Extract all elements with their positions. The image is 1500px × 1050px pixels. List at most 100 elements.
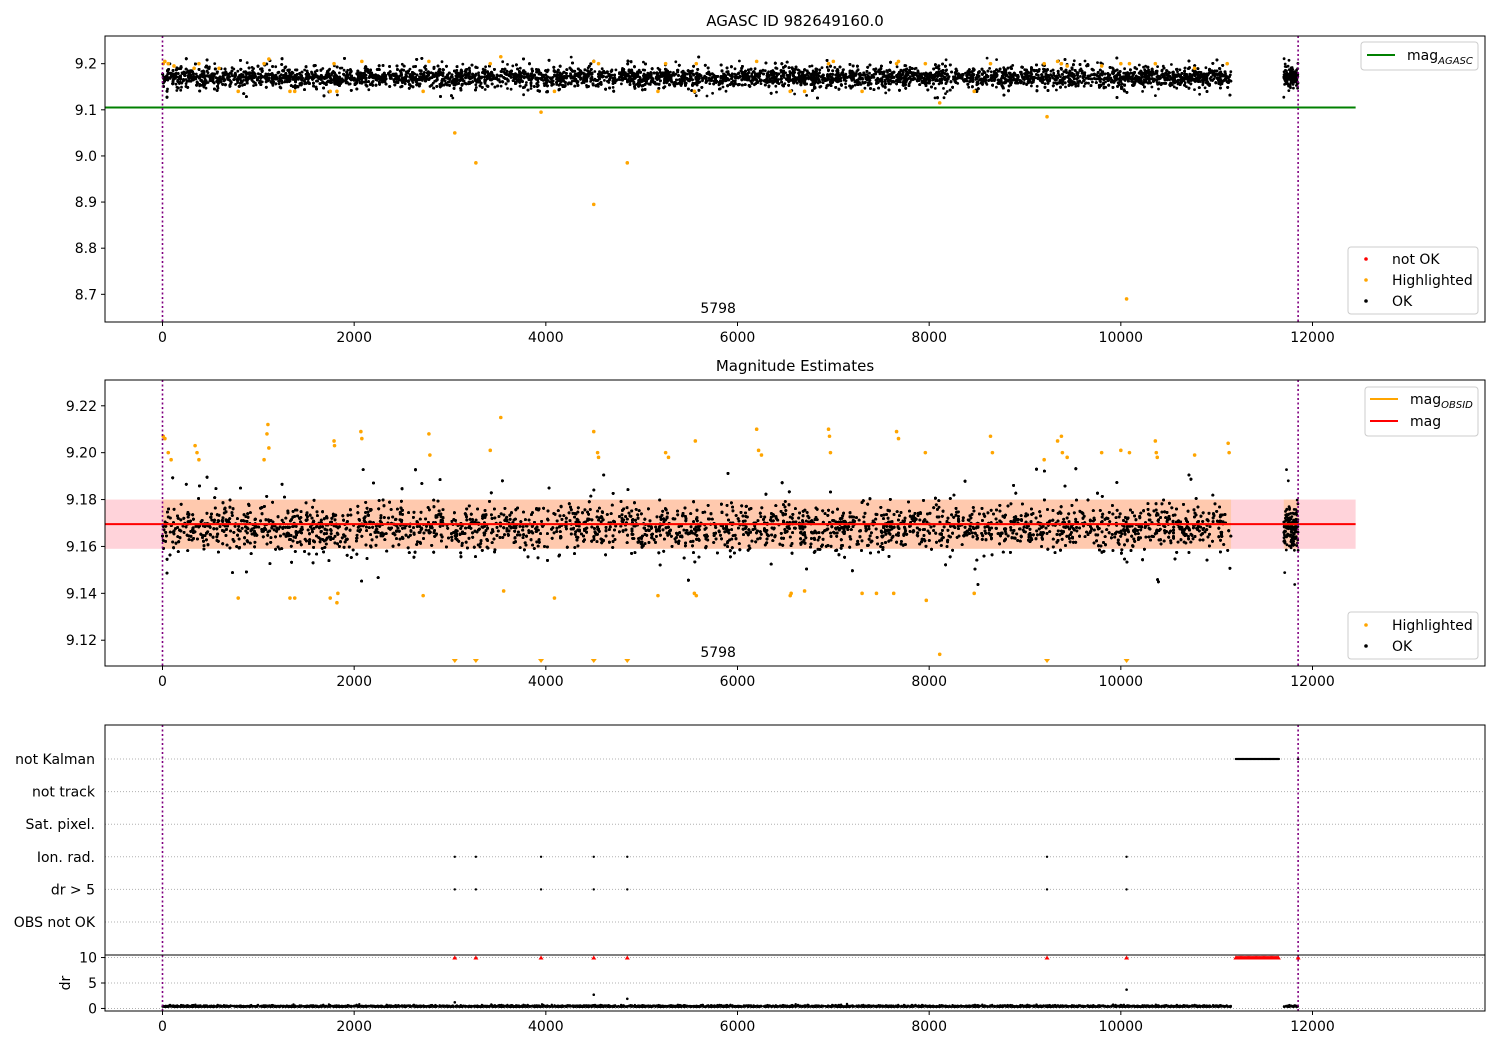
top-ok-point xyxy=(844,86,848,89)
top-ok-point xyxy=(1150,85,1154,89)
top-ok-point xyxy=(252,84,256,87)
top-ok-point xyxy=(600,67,604,71)
top-ok-point xyxy=(274,65,278,69)
top-ok-point xyxy=(868,71,871,75)
top-ok-point xyxy=(363,80,366,84)
top-ok-point xyxy=(529,87,533,90)
top-ok-point xyxy=(774,84,778,88)
top-ok-point xyxy=(1022,81,1026,84)
top-ok-point xyxy=(303,68,306,72)
top-ok-point xyxy=(461,62,465,66)
top-ok-point xyxy=(985,56,989,60)
top-ok-point xyxy=(620,82,623,86)
top-ok-point xyxy=(1111,66,1114,70)
top-ok-point xyxy=(844,82,847,86)
top-ok-point xyxy=(1087,81,1090,85)
top-ok-point xyxy=(440,60,444,64)
top-ok-point xyxy=(1176,70,1179,74)
top-ok-point xyxy=(179,88,183,92)
top-ok-point xyxy=(820,66,824,69)
top-ok-point xyxy=(569,72,572,76)
top-ok-point xyxy=(895,65,899,69)
top-ok-point xyxy=(411,81,415,84)
top-ok-point xyxy=(874,67,878,71)
top-ok-point xyxy=(842,68,845,71)
top-ok-point xyxy=(1091,80,1094,84)
top-ok-point xyxy=(1175,86,1179,90)
top-ok-point xyxy=(1089,77,1093,81)
top-ok-point xyxy=(403,82,407,86)
top-ok-point xyxy=(793,92,796,96)
top-ok-point xyxy=(853,83,857,87)
top-ok-point xyxy=(833,66,837,69)
top-ok-point xyxy=(477,71,480,75)
top-ok-point xyxy=(557,83,561,87)
top-ok-point xyxy=(944,58,948,62)
top-ok-point xyxy=(674,60,678,64)
top-ok-point xyxy=(708,82,712,85)
top-ok-point xyxy=(506,87,509,90)
top-ok-point xyxy=(555,83,559,86)
top-ok-point xyxy=(593,70,597,73)
top-ok-point xyxy=(474,83,478,87)
top-ok-point xyxy=(483,88,487,91)
top-ok-point xyxy=(474,86,478,89)
middle-panel-title: Magnitude Estimates xyxy=(716,357,874,375)
top-ok-point xyxy=(711,91,714,95)
top-ok-point xyxy=(783,82,787,86)
top-ok-point xyxy=(336,93,339,97)
top-ok-point xyxy=(1157,87,1160,91)
top-ok-point xyxy=(544,73,548,77)
top-ok-point xyxy=(967,85,971,89)
top-ok-point xyxy=(484,65,487,69)
top-ok-point xyxy=(872,68,876,71)
top-panel-title: AGASC ID 982649160.0 xyxy=(706,12,884,30)
top-ok-point xyxy=(796,68,800,72)
top-ok-point xyxy=(522,93,525,97)
top-ok-point xyxy=(945,90,949,93)
top-ok-point xyxy=(404,70,408,74)
top-ok-point xyxy=(1229,70,1233,74)
top-ok-point xyxy=(942,87,945,90)
top-ok-point xyxy=(614,68,618,72)
top-ok-point xyxy=(733,67,737,71)
top-ok-point xyxy=(175,89,179,92)
top-ok-point xyxy=(933,87,937,90)
top-ok-point xyxy=(234,83,238,86)
top-ok-point xyxy=(1082,84,1086,88)
top-ok-point xyxy=(180,85,183,89)
top-ok-point xyxy=(753,67,757,71)
top-ok-point xyxy=(1074,84,1078,88)
top-ok-point xyxy=(252,67,256,70)
top-ok-point xyxy=(945,68,948,72)
top-ok-point xyxy=(913,67,917,71)
top-ok-point xyxy=(1123,67,1126,71)
top-ok-point xyxy=(569,55,573,59)
top-ok-point xyxy=(184,82,188,85)
top-ok-point xyxy=(1141,90,1144,93)
top-ok-point xyxy=(509,87,513,91)
top-ok-point xyxy=(254,81,257,85)
top-ok-point xyxy=(1137,63,1141,67)
top-ok-point xyxy=(643,68,647,72)
top-ok-point xyxy=(863,86,867,90)
top-ok-point xyxy=(611,86,615,89)
top-ok-point xyxy=(1154,94,1157,97)
top-ok-point xyxy=(1030,84,1033,88)
top-ok-point xyxy=(1055,88,1058,92)
top-ok-point xyxy=(245,61,249,65)
top-ok-point xyxy=(543,84,546,87)
top-ok-point xyxy=(511,64,515,68)
top-ok-point xyxy=(721,85,725,89)
top-ok-point xyxy=(174,82,178,86)
top-ok-point xyxy=(338,71,341,75)
top-ok-point xyxy=(213,62,217,65)
top-ok-point xyxy=(1059,75,1062,79)
top-ok-point xyxy=(367,88,371,92)
top-ok-point xyxy=(886,71,889,74)
top-ok-point xyxy=(1043,82,1047,86)
top-ok-point xyxy=(1172,85,1176,89)
top-ok-point xyxy=(1083,59,1087,63)
top-ok-point xyxy=(989,70,993,74)
